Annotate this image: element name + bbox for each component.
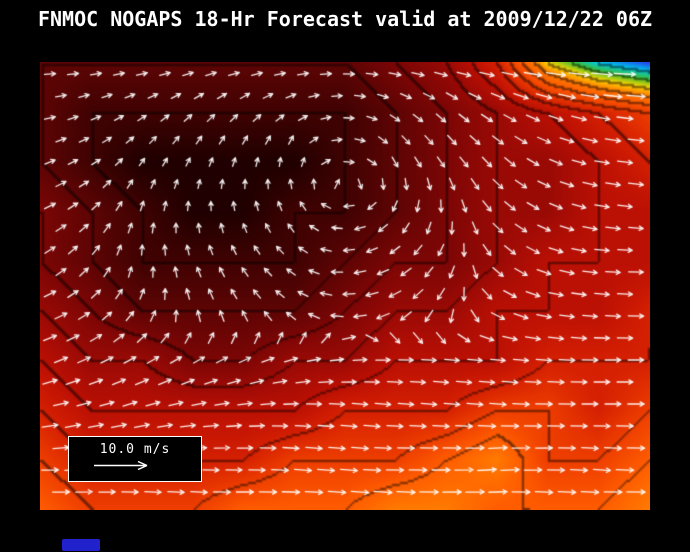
legend-scale-label: 10.0 m/s [99, 442, 171, 457]
legend-reference-arrow-icon [94, 460, 148, 471]
forecast-title: FNMOC NOGAPS 18-Hr Forecast valid at 200… [37, 7, 653, 31]
footer-logo-mark [62, 539, 100, 551]
wind-field-canvas [40, 62, 650, 510]
wind-field-plot: 10.0 m/s [40, 62, 650, 510]
wind-speed-legend: 10.0 m/s [68, 436, 202, 482]
